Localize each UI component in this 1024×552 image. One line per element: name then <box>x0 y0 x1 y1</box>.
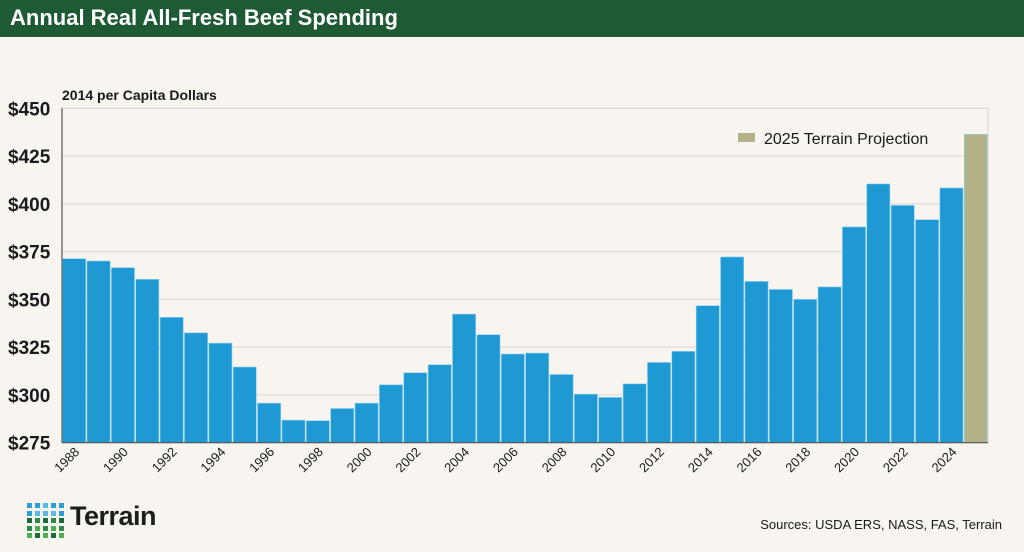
bar-2022 <box>890 205 915 443</box>
logo-dot <box>27 503 32 508</box>
x-tick-label: 1998 <box>295 444 326 475</box>
bar-2004 <box>452 313 476 443</box>
bar-2020 <box>842 226 866 444</box>
terrain-logo: Terrain <box>27 501 177 538</box>
x-tick-label: 2016 <box>734 444 765 475</box>
bar-2010 <box>598 397 623 444</box>
x-tick-label: 2014 <box>685 444 716 475</box>
x-tick-label: 2010 <box>587 444 618 475</box>
x-tick-label: 2012 <box>636 444 667 475</box>
chart-title: Annual Real All-Fresh Beef Spending <box>10 5 398 30</box>
y-tick-label: $400 <box>8 195 50 216</box>
logo-dot <box>59 503 64 508</box>
logo-dot <box>27 533 32 538</box>
x-tick-label: 2018 <box>782 444 813 475</box>
x-tick-label: 2004 <box>441 444 472 475</box>
bar-1999 <box>330 408 355 444</box>
x-tick-label: 1994 <box>197 444 228 475</box>
bar-1997 <box>281 419 306 444</box>
bar-2002 <box>403 372 428 444</box>
logo-dot <box>51 525 56 531</box>
y-tick-label: $325 <box>8 338 51 359</box>
bar-2012 <box>647 362 671 443</box>
logo-dot <box>35 510 40 516</box>
bar-1991 <box>135 279 160 443</box>
logo-dot <box>59 510 64 516</box>
bar-2021 <box>866 183 891 444</box>
bar-2009 <box>574 393 598 443</box>
logo-dot <box>27 525 32 531</box>
bar-1994 <box>208 342 233 444</box>
bar-2015 <box>720 256 745 444</box>
bar-2016 <box>744 281 769 443</box>
bar-1988 <box>62 258 87 443</box>
logo-dot <box>51 533 56 538</box>
logo-dot <box>43 518 48 523</box>
bar-2023 <box>915 219 939 443</box>
bar-2011 <box>622 383 647 444</box>
logo-dot <box>35 518 40 523</box>
title-bar: Annual Real All-Fresh Beef Spending <box>0 0 1024 37</box>
logo-dot <box>43 533 48 538</box>
bar-1995 <box>232 366 257 444</box>
logo-dot <box>35 525 40 531</box>
y-axis-label: 2014 per Capita Dollars <box>62 87 217 103</box>
logo-dot <box>35 533 40 538</box>
x-tick-label: 2024 <box>929 444 960 475</box>
y-tick-label: $300 <box>8 386 50 407</box>
logo-dot <box>51 503 56 508</box>
bar-2018 <box>793 299 818 443</box>
x-tick-label: 2006 <box>490 444 521 475</box>
y-tick-label: $275 <box>8 434 51 455</box>
y-tick-label: $375 <box>8 243 51 264</box>
x-tick-label: 2022 <box>880 444 911 475</box>
bar-2001 <box>379 384 403 443</box>
logo-text: Terrain <box>70 501 157 531</box>
logo-dot <box>59 518 64 523</box>
bar-2019 <box>817 286 842 444</box>
logo-dot <box>59 533 64 538</box>
x-tick-label: 1990 <box>100 444 131 475</box>
legend-swatch <box>738 133 755 142</box>
legend-label: 2025 Terrain Projection <box>764 131 928 148</box>
bar-1993 <box>184 332 208 443</box>
x-tick-label: 2008 <box>539 444 570 475</box>
y-tick-label: $425 <box>8 147 51 168</box>
bar-1992 <box>159 317 184 444</box>
bar-2008 <box>549 374 574 443</box>
logo-dot <box>35 503 40 508</box>
logo-dot <box>43 525 48 531</box>
logo-dot <box>59 525 64 531</box>
logo-dot <box>51 510 56 516</box>
x-tick-label: 2002 <box>392 444 423 475</box>
logo-dot <box>43 503 48 508</box>
bar-2017 <box>768 289 793 443</box>
bar-2025 <box>963 133 988 444</box>
bar-2000 <box>354 402 379 444</box>
bar-2014 <box>695 305 720 443</box>
x-tick-label: 1996 <box>246 444 277 475</box>
bar-2006 <box>500 353 525 443</box>
y-tick-label: $350 <box>8 290 50 311</box>
bar-1989 <box>86 260 111 443</box>
bar-2005 <box>476 334 501 444</box>
logo-dot <box>51 518 56 523</box>
y-tick-label: $450 <box>8 99 50 120</box>
bar-2003 <box>427 364 452 444</box>
bar-1998 <box>305 420 330 443</box>
sources-note: Sources: USDA ERS, NASS, FAS, Terrain <box>760 517 1002 532</box>
bar-1990 <box>111 267 135 444</box>
logo-dot <box>27 518 32 523</box>
bar-2024 <box>939 187 964 443</box>
bar-2007 <box>525 352 550 444</box>
logo-dot <box>27 510 32 516</box>
x-tick-label: 2020 <box>831 444 862 475</box>
bar-1996 <box>257 402 282 444</box>
bar-2013 <box>671 351 696 443</box>
x-tick-label: 1988 <box>51 444 82 475</box>
logo-dot <box>43 510 48 516</box>
x-tick-label: 2000 <box>344 444 375 475</box>
x-tick-label: 1992 <box>149 444 180 475</box>
